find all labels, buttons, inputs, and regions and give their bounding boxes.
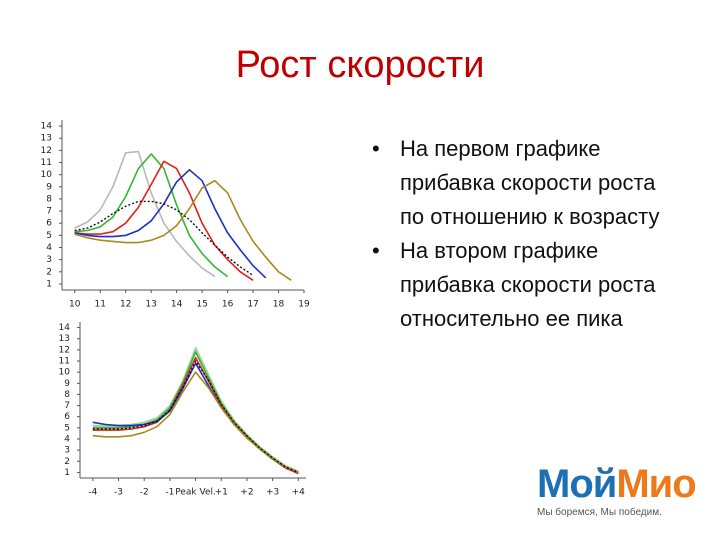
- logo-part: Мой: [537, 462, 617, 506]
- x-tick-label: 17: [247, 300, 258, 310]
- series-line: [92, 360, 299, 474]
- series-line: [92, 371, 299, 474]
- y-tick-label: 14: [41, 122, 53, 132]
- y-tick-label: 13: [59, 334, 70, 344]
- y-tick-label: 3: [64, 446, 70, 456]
- y-tick-label: 12: [59, 345, 70, 355]
- x-tick-label: +1: [215, 488, 228, 498]
- series-line: [92, 351, 299, 474]
- y-tick-label: 12: [41, 146, 52, 156]
- y-tick-label: 5: [46, 231, 52, 241]
- x-tick-label: -2: [140, 488, 149, 498]
- y-tick-label: 11: [59, 357, 70, 367]
- logo-part: Мио: [616, 462, 696, 506]
- y-tick-label: 8: [64, 390, 70, 400]
- y-tick-label: 7: [64, 401, 70, 411]
- x-tick-label: Peak Vel.: [175, 488, 216, 498]
- series-line: [74, 179, 292, 281]
- y-tick-label: 4: [46, 243, 52, 253]
- y-tick-label: 14: [59, 323, 71, 333]
- logo-brand: МойМио: [537, 462, 697, 506]
- logo: МойМио Мы боремся, Мы победим.: [537, 462, 697, 518]
- x-tick-label: 14: [171, 300, 183, 310]
- x-tick-label: 12: [120, 300, 131, 310]
- y-tick-label: 10: [59, 368, 71, 378]
- series-line: [92, 346, 299, 473]
- slide-title: Рост скорости: [235, 44, 485, 86]
- x-tick-label: +4: [292, 488, 306, 498]
- y-tick-label: 6: [46, 219, 52, 229]
- series-line: [74, 150, 216, 278]
- y-tick-label: 8: [46, 194, 52, 204]
- x-tick-label: -1: [165, 488, 174, 498]
- x-tick-label: 16: [222, 300, 234, 310]
- x-tick-label: +2: [240, 488, 253, 498]
- y-tick-label: 11: [41, 158, 52, 168]
- x-tick-label: -4: [88, 488, 97, 498]
- y-tick-label: 7: [46, 207, 52, 217]
- y-tick-label: 5: [64, 423, 70, 433]
- y-tick-label: 3: [46, 255, 52, 265]
- y-tick-label: 13: [41, 134, 52, 144]
- x-tick-label: 10: [69, 300, 81, 310]
- y-tick-label: 1: [46, 279, 52, 289]
- x-tick-label: -3: [114, 488, 123, 498]
- x-tick-label: 18: [273, 300, 285, 310]
- bullet: На втором графике прибавка скорости рост…: [370, 234, 675, 336]
- y-tick-label: 9: [46, 182, 52, 192]
- series-line: [74, 153, 229, 278]
- x-tick-label: 15: [196, 300, 207, 310]
- x-tick-label: 11: [94, 300, 105, 310]
- series-line: [74, 160, 254, 281]
- y-tick-label: 1: [64, 468, 70, 478]
- series-line: [92, 356, 299, 475]
- y-tick-label: 4: [64, 435, 70, 445]
- y-tick-label: 6: [64, 412, 70, 422]
- bullet: На первом графике прибавка скорости рост…: [370, 132, 675, 234]
- x-tick-label: 13: [145, 300, 156, 310]
- bullet-list: На первом графике прибавка скорости рост…: [370, 132, 675, 336]
- series-line: [74, 169, 267, 279]
- y-tick-label: 2: [64, 457, 70, 467]
- logo-tagline: Мы боремся, Мы победим.: [537, 507, 662, 518]
- y-tick-label: 2: [46, 267, 52, 277]
- series-line: [74, 200, 254, 276]
- x-tick-label: 19: [298, 300, 310, 310]
- y-tick-label: 9: [64, 379, 70, 389]
- x-tick-label: +3: [266, 488, 279, 498]
- y-tick-label: 10: [41, 170, 53, 180]
